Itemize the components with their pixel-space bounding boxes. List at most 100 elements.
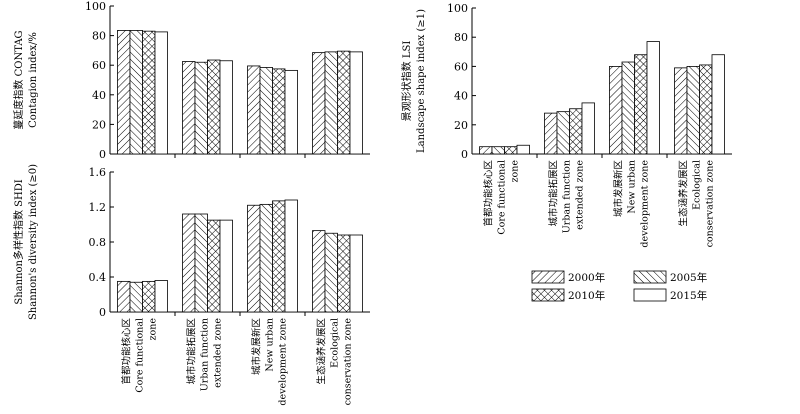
bar xyxy=(581,102,595,155)
category-label: development zone xyxy=(278,318,289,406)
y-tick-label: 60 xyxy=(454,60,468,73)
bar xyxy=(699,64,713,155)
category-label: New urban xyxy=(627,160,638,214)
category-label: 生态涵养发展区 xyxy=(678,160,690,227)
bar xyxy=(312,230,326,313)
legend-label: 2010年 xyxy=(568,289,605,302)
category-label: 城市功能拓展区 xyxy=(186,318,198,385)
y-tick-label: 0.4 xyxy=(89,271,107,284)
bar xyxy=(569,108,583,155)
bar xyxy=(117,30,131,155)
category-label: 城市功能拓展区 xyxy=(548,160,560,227)
y-tick-label: 0 xyxy=(99,148,106,161)
y-tick-label: 1.6 xyxy=(89,166,107,179)
bar xyxy=(259,203,273,313)
category-label: Core functional xyxy=(135,318,146,393)
bar xyxy=(259,67,273,155)
category-label: zone xyxy=(148,318,159,341)
bar xyxy=(272,68,286,155)
bar xyxy=(117,280,131,313)
category-label: 生态涵养发展区 xyxy=(316,318,328,385)
bar xyxy=(711,54,725,155)
y-tick-label: 20 xyxy=(454,119,468,132)
bar xyxy=(194,213,208,313)
bar xyxy=(154,31,168,155)
bar xyxy=(284,199,298,313)
bar xyxy=(634,54,648,155)
y-tick-label: 1.2 xyxy=(89,201,107,214)
y-tick-label: 100 xyxy=(447,2,468,15)
y-axis-label-cn: Shannon多样性指数 SHDI xyxy=(12,179,25,304)
bar xyxy=(247,65,261,155)
bar xyxy=(182,61,196,155)
category-label: Urban function xyxy=(562,160,573,233)
category-label: Ecological xyxy=(330,318,341,368)
y-axis-label-en: Contagion index/% xyxy=(28,32,39,128)
legend-label: 2005年 xyxy=(670,271,707,284)
y-tick-label: 0.8 xyxy=(89,236,107,249)
category-label: Ecological xyxy=(692,160,703,210)
bar xyxy=(674,67,688,155)
y-tick-label: 0 xyxy=(99,306,106,319)
bar xyxy=(154,280,168,313)
bar xyxy=(142,280,156,313)
category-label: Core functional xyxy=(497,160,508,235)
y-tick-label: 60 xyxy=(92,59,106,72)
category-label: 首都功能核心区 xyxy=(121,318,133,385)
bar xyxy=(491,146,505,155)
shdi-chart: 0 0.4 0.8 1.2 1.6 Shannon多样性指数 SHDI Shannon's … xyxy=(12,164,370,406)
bar xyxy=(207,219,221,313)
category-label: conservation zone xyxy=(343,318,354,406)
bar xyxy=(646,41,660,155)
bar xyxy=(219,219,233,313)
bar xyxy=(504,146,518,155)
bar xyxy=(284,69,298,155)
bar xyxy=(129,281,143,313)
bar xyxy=(621,61,635,155)
category-label: development zone xyxy=(640,160,651,248)
bar xyxy=(207,59,221,155)
category-label: 城市发展新区 xyxy=(251,318,263,376)
bar xyxy=(686,66,700,155)
legend-swatch xyxy=(633,288,667,302)
contagion-chart: 0 20 40 60 80 100 蔓延度指数 CONTAG Contagion index/… xyxy=(12,0,370,161)
bar xyxy=(516,144,530,155)
y-tick-label: 80 xyxy=(454,31,468,44)
category-label: extended zone xyxy=(575,160,586,230)
legend-swatch xyxy=(633,270,667,284)
category-label: 城市发展新区 xyxy=(613,160,625,218)
bar xyxy=(182,213,196,313)
y-tick-label: 100 xyxy=(85,0,106,13)
y-axis-label-en: Shannon's diversity index (≥0) xyxy=(28,164,39,320)
bar xyxy=(324,51,338,155)
lsi-chart: 0 20 40 60 80 100 景观形状指数 LSI Landscape shape in… xyxy=(400,2,732,248)
category-label: extended zone xyxy=(213,318,224,388)
y-axis-label-cn: 蔓延度指数 CONTAG xyxy=(12,30,25,129)
bar xyxy=(337,234,351,313)
legend: 2000年 2005年 2010年 2015年 xyxy=(531,270,707,302)
bar xyxy=(142,30,156,155)
bar xyxy=(479,146,493,155)
bar xyxy=(324,232,338,313)
category-label: Urban function xyxy=(200,318,211,391)
y-tick-label: 80 xyxy=(92,30,106,43)
y-tick-label: 20 xyxy=(92,118,106,131)
bar xyxy=(129,30,143,155)
y-axis-label-cn: 景观形状指数 LSI xyxy=(400,41,413,122)
category-label: zone xyxy=(510,160,521,183)
bar xyxy=(312,52,326,155)
bar xyxy=(609,66,623,155)
bar xyxy=(556,111,570,155)
y-tick-label: 0 xyxy=(461,148,468,161)
y-axis-label-en: Landscape shape index (≥1) xyxy=(416,9,427,153)
legend-label: 2000年 xyxy=(568,271,605,284)
bar xyxy=(194,61,208,155)
legend-swatch xyxy=(531,288,565,302)
y-tick-label: 40 xyxy=(454,90,468,103)
y-tick-label: 40 xyxy=(92,89,106,102)
category-label: 首都功能核心区 xyxy=(483,160,495,227)
bar xyxy=(337,50,351,155)
bar xyxy=(272,200,286,313)
category-label: conservation zone xyxy=(705,160,716,248)
